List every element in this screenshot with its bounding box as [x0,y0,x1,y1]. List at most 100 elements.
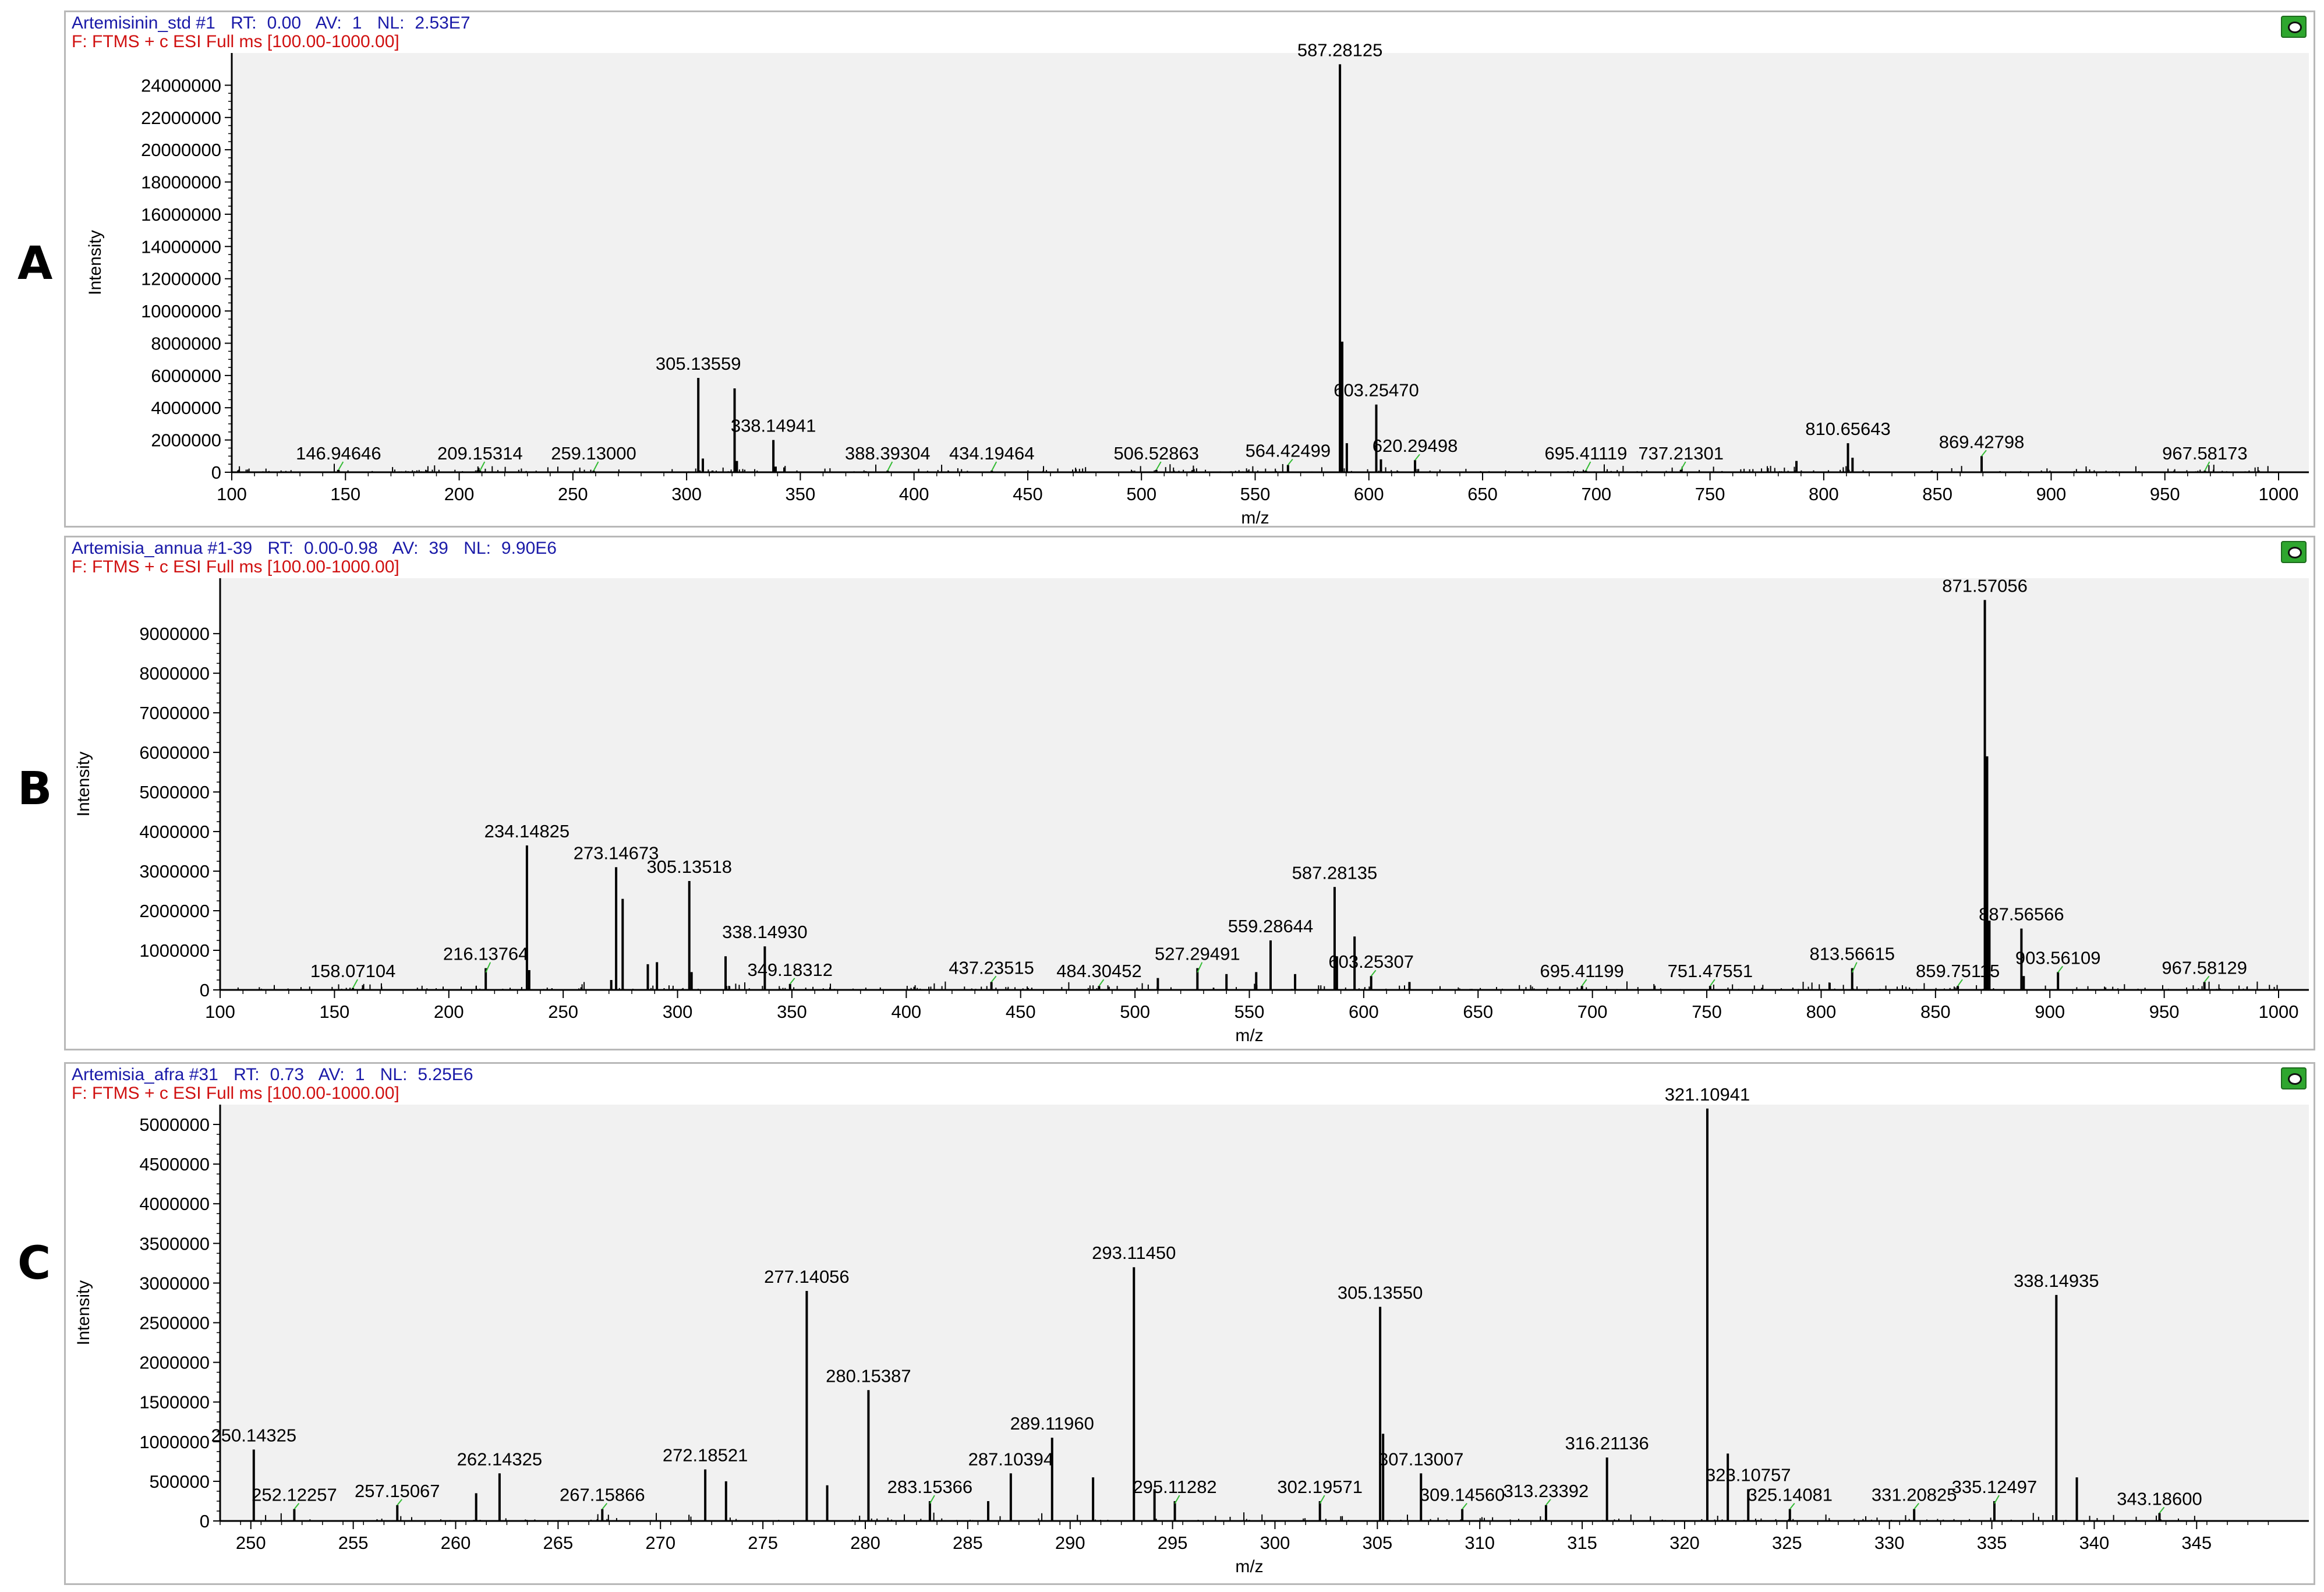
peak-label: 209.15314 [437,443,523,464]
label-connector [1957,979,1963,986]
x-tick-label: 275 [748,1533,778,1553]
label-connector [1710,979,1715,986]
y-tick-label: 4000000 [139,822,210,842]
peak-label: 338.14930 [722,922,808,942]
label-connector [1851,962,1858,973]
y-tick-label: 5000000 [139,782,210,802]
x-tick-label: 400 [891,1002,921,1022]
rt-value: 0.00 [267,13,301,33]
x-tick-label: 550 [1240,484,1271,504]
x-axis-label: m/z [1241,508,1269,528]
rt-label: RT: [231,13,257,33]
label-connector [789,978,795,985]
eye-icon[interactable] [2281,1067,2307,1089]
label-connector [2159,1506,2165,1514]
x-axis-label: m/z [1235,1026,1263,1045]
label-connector [887,461,893,471]
y-tick-label: 4000000 [151,398,221,418]
peak-label: 871.57056 [1942,575,2028,596]
x-tick-label: 250 [548,1002,578,1022]
peak-label: 295.11282 [1133,1477,1216,1497]
peak-label: 695.41119 [1544,443,1627,464]
plot-background [220,1105,2309,1521]
peak-label: 302.19571 [1277,1477,1363,1497]
x-tick-label: 295 [1158,1533,1188,1553]
nl-label: NL: [380,1065,408,1084]
x-tick-label: 200 [444,484,475,504]
label-connector [352,979,358,989]
y-tick-label: 0 [211,462,221,483]
peak-label: 305.13559 [656,353,741,374]
x-tick-label: 280 [850,1533,880,1553]
plot-background [232,53,2309,472]
x-tick-label: 900 [2036,484,2067,504]
y-tick-label: 4000000 [139,1194,210,1214]
label-connector [1680,461,1686,470]
x-tick-label: 150 [320,1002,350,1022]
label-connector [485,962,491,973]
peak-label: 620.29498 [1373,436,1458,456]
av-value: 1 [355,1065,365,1084]
x-tick-label: 850 [1922,484,1952,504]
peak-label: 250.14325 [211,1425,297,1445]
av-value: 39 [429,539,448,558]
peak-label: 234.14825 [484,821,570,841]
x-tick-label: 500 [1120,1002,1150,1022]
y-tick-label: 1000000 [139,1432,210,1452]
x-tick-label: 285 [953,1533,983,1553]
x-tick-label: 315 [1567,1533,1597,1553]
y-tick-label: 6000000 [151,366,221,386]
peak-label: 695.41199 [1540,961,1624,981]
y-tick-label: 0 [200,980,210,1000]
label-connector [991,975,997,983]
nl-label: NL: [464,539,491,558]
y-tick-label: 18000000 [141,172,221,193]
peak-label: 349.18312 [747,960,833,980]
panel-a-letter: A [17,238,53,290]
x-tick-label: 700 [1577,1002,1608,1022]
scan-header: Artemisinin_std #1 RT: 0.00 AV: 1 NL: 2.53E… [72,13,481,33]
peak-label: 587.28135 [1292,862,1378,883]
peak-label: 564.42499 [1246,441,1331,461]
x-tick-label: 250 [236,1533,266,1553]
scan-filter: F: FTMS + c ESI Full ms [100.00-1000.00] [72,1084,399,1103]
peak-label: 603.25307 [1328,951,1414,972]
y-tick-label: 5000000 [139,1115,210,1135]
x-tick-label: 270 [645,1533,675,1553]
y-tick-label: 2000000 [151,430,221,451]
eye-icon[interactable] [2281,16,2307,38]
y-tick-label: 2500000 [139,1313,210,1333]
peak-label: 388.39304 [845,443,931,464]
label-connector [1981,450,1987,457]
eye-icon[interactable] [2281,541,2307,563]
y-tick-label: 2000000 [139,1353,210,1373]
peak-label: 305.13518 [646,857,732,877]
label-connector [1414,454,1420,461]
spectrum-chart-a: 0 2000000 4000000 6000000 8000000 10000000 120… [86,40,2309,528]
x-tick-label: 260 [441,1533,471,1553]
x-tick-label: 345 [2181,1533,2212,1553]
label-connector [991,461,997,471]
label-connector [1174,1495,1180,1504]
peak-label: 603.25470 [1333,380,1419,401]
sample-name: Artemisia_annua #1-39 [72,539,253,558]
y-tick-label: 14000000 [141,236,221,257]
peak-label: 316.21136 [1565,1433,1649,1453]
peak-label: 289.11960 [1010,1413,1094,1434]
peak-label: 813.56615 [1809,944,1895,964]
label-connector [1585,461,1591,471]
x-tick-label: 265 [543,1533,574,1553]
x-tick-label: 750 [1692,1002,1722,1022]
peak-label: 267.15866 [560,1485,645,1505]
scan-filter: F: FTMS + c ESI Full ms [100.00-1000.00] [72,32,399,51]
peak-label: 309.14560 [1420,1485,1505,1505]
y-tick-label: 3000000 [139,861,210,882]
y-tick-label: 4500000 [139,1154,210,1174]
peak-label: 506.52863 [1113,443,1199,464]
x-tick-label: 320 [1669,1533,1700,1553]
x-tick-label: 800 [1806,1002,1837,1022]
label-connector [1197,962,1203,973]
peak-label: 313.23392 [1504,1481,1589,1501]
label-connector [338,461,344,470]
y-axis-label: Intensity [74,752,93,817]
